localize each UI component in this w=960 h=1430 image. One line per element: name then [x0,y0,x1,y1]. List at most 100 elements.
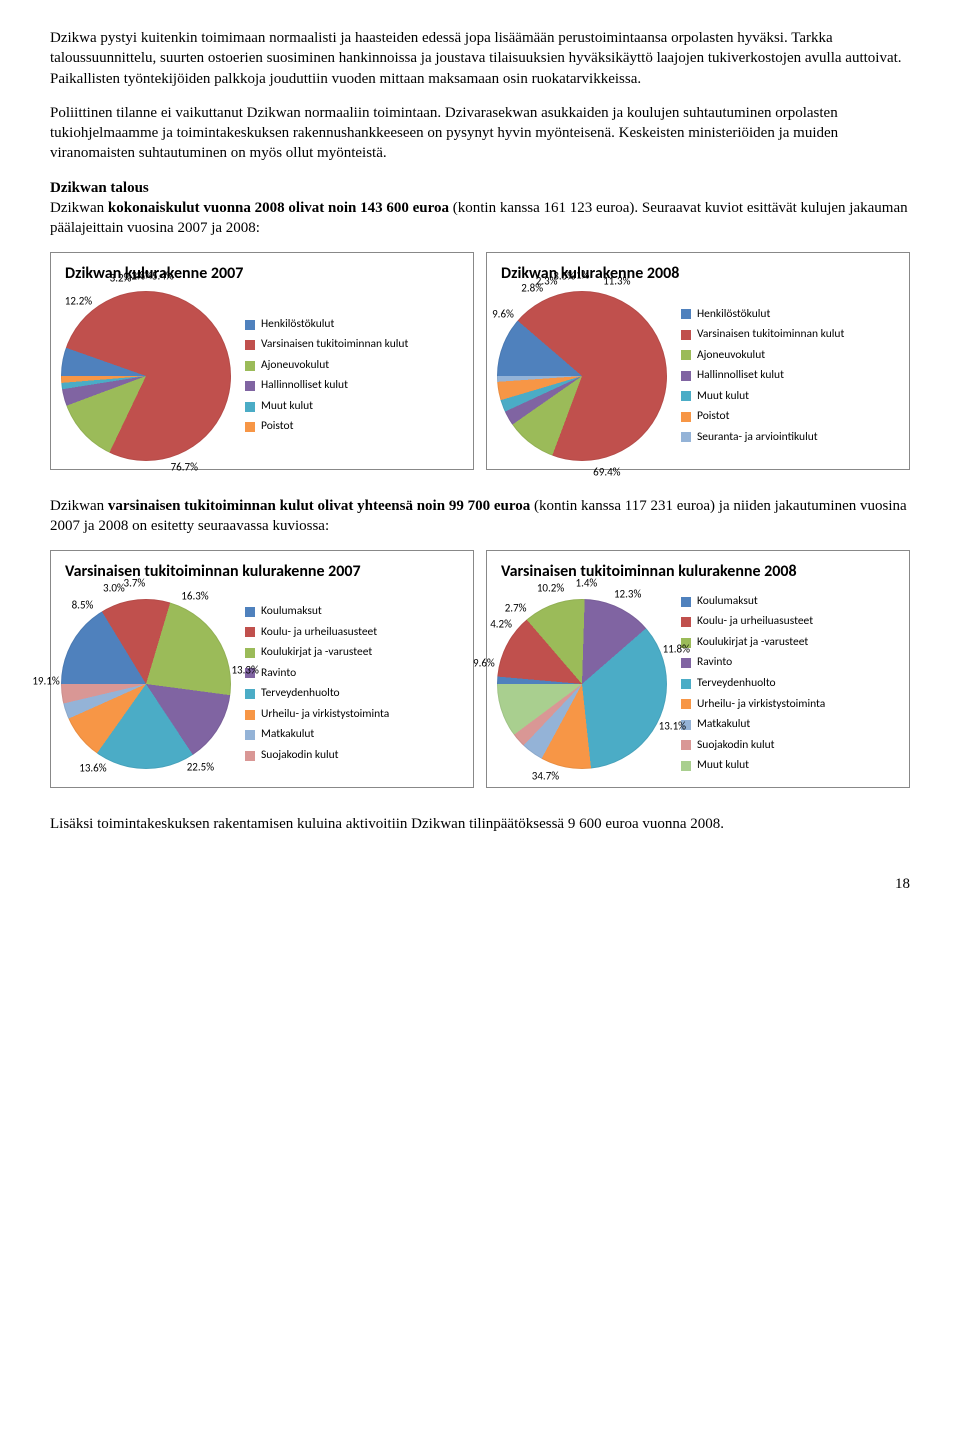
pie-slice-label: 19.1% [32,675,59,690]
pie-slice-label: 9.6% [492,307,514,322]
pie-slice-label: 12.3% [614,587,641,602]
pie-wrap: 16.3%13.3%22.5%13.6%19.1%8.5%3.0%3.7% [61,599,231,769]
legend-label: Ajoneuvokulut [697,348,765,364]
section-heading-and-paragraph: Dzikwan talous Dzikwan kokonaiskulut vuo… [50,178,910,239]
chart-box-2007-total: Dzikwan kulurakenne 2007 5.4%76.7%12.2%3… [50,252,474,470]
legend-label: Muut kulut [261,399,313,415]
legend-swatch-icon [681,330,691,340]
page-number: 18 [50,874,910,894]
legend-item: Muut kulut [681,758,825,774]
legend-swatch-icon [681,761,691,771]
legend-label: Varsinaisen tukitoiminnan kulut [261,337,408,353]
pie-slice-label: 76.7% [171,461,198,476]
legend-item: Hallinnolliset kulut [245,378,408,394]
legend-swatch-icon [681,679,691,689]
pie-slice-label: 9.6% [473,657,495,672]
legend-swatch-icon [245,689,255,699]
legend-item: Ajoneuvokulut [681,348,844,364]
legend-swatch-icon [245,710,255,720]
legend-swatch-icon [245,607,255,617]
legend-label: Suojakodin kulut [697,738,775,754]
legend-swatch-icon [245,381,255,391]
pie-slice-label: 1.3% [131,269,153,284]
text-run: Dzikwan [50,498,108,514]
pie-slice-label: 22.5% [187,760,214,775]
pie-slice-label: 3.7% [123,577,145,592]
legend-item: Poistot [245,419,408,435]
legend-swatch-icon [681,309,691,319]
legend-item: Koulu- ja urheiluasusteet [245,625,389,641]
pie-slice-label: 13.1% [659,719,686,734]
text-run-bold: kokonaiskulut vuonna 2008 olivat noin 14… [108,200,449,216]
legend-item: Varsinaisen tukitoiminnan kulut [245,337,408,353]
legend-swatch-icon [681,617,691,627]
legend-item: Koulukirjat ja -varusteet [245,645,389,661]
legend-item: Koulumaksut [681,594,825,610]
pie-slice-label: 11.8% [663,643,690,658]
charts-row-2: Varsinaisen tukitoiminnan kulurakenne 20… [50,550,910,787]
body-paragraph: Poliittinen tilanne ei vaikuttanut Dzikw… [50,103,910,164]
pie-slice-label: 16.3% [181,589,208,604]
legend-item: Poistot [681,409,844,425]
legend-item: Terveydenhuolto [681,676,825,692]
legend-item: Matkakulut [245,727,389,743]
pie-wrap: 5.4%76.7%12.2%3.2%1.2%1.3% [61,291,231,461]
legend-swatch-icon [245,422,255,432]
legend-item: Suojakodin kulut [681,738,825,754]
legend-item: Seuranta- ja arviointikulut [681,430,844,446]
legend-item: Matkakulut [681,717,825,733]
legend-item: Varsinaisen tukitoiminnan kulut [681,327,844,343]
legend-label: Hallinnolliset kulut [697,368,784,384]
legend-item: Henkilöstökulut [681,307,844,323]
legend-swatch-icon [681,412,691,422]
legend-swatch-icon [245,627,255,637]
pie-slice-label: 4.2% [490,618,512,633]
legend-item: Muut kulut [245,399,408,415]
pie-slice-label: 8.5% [72,599,94,614]
pie-wrap: 11.3%69.4%9.6%2.8%2.3%3.5%1.1% [497,291,667,461]
chart-title: Varsinaisen tukitoiminnan kulurakenne 20… [501,561,899,583]
legend-label: Koulukirjat ja -varusteet [261,645,372,661]
legend-swatch-icon [681,350,691,360]
section-heading: Dzikwan talous [50,180,149,196]
legend-label: Muut kulut [697,758,749,774]
legend-label: Suojakodin kulut [261,748,339,764]
legend-label: Poistot [697,409,729,425]
legend-swatch-icon [681,597,691,607]
legend-item: Urheilu- ja virkistystoiminta [245,707,389,723]
legend-item: Ajoneuvokulut [245,358,408,374]
legend-swatch-icon [681,432,691,442]
legend-item: Henkilöstökulut [245,317,408,333]
legend-item: Koulukirjat ja -varusteet [681,635,825,651]
legend-item: Urheilu- ja virkistystoiminta [681,697,825,713]
legend-label: Urheilu- ja virkistystoiminta [261,707,389,723]
legend-swatch-icon [245,751,255,761]
legend-swatch-icon [245,648,255,658]
legend-label: Koulumaksut [697,594,758,610]
legend-item: Hallinnolliset kulut [681,368,844,384]
pie-slice-label: 12.2% [65,295,92,310]
pie-chart [497,291,667,461]
pie-slice-label: 1.1% [568,268,590,283]
legend-label: Matkakulut [261,727,314,743]
pie-slice-label: 5.4% [152,270,174,285]
text-run-bold: varsinaisen tukitoiminnan kulut olivat y… [108,498,530,514]
legend-label: Koulukirjat ja -varusteet [697,635,808,651]
legend-label: Seuranta- ja arviointikulut [697,430,818,446]
pie-slice-label: 1.4% [575,576,597,591]
text-run: Dzikwan [50,200,108,216]
legend-label: Terveydenhuolto [261,686,340,702]
pie-slice-label: 13.3% [231,663,258,678]
legend-label: Muut kulut [697,389,749,405]
legend-label: Ravinto [697,655,732,671]
pie-slice-label: 69.4% [593,465,620,480]
chart-legend: KoulumaksutKoulu- ja urheiluasusteetKoul… [681,589,825,779]
legend-label: Henkilöstökulut [261,317,334,333]
pie-chart [61,291,231,461]
chart-legend: Henkilöstökulut Varsinaisen tukitoiminnan… [245,312,408,440]
legend-label: Varsinaisen tukitoiminnan kulut [697,327,844,343]
legend-label: Urheilu- ja virkistystoiminta [697,697,825,713]
pie-slice-label: 10.2% [537,581,564,596]
legend-label: Poistot [261,419,293,435]
legend-swatch-icon [245,730,255,740]
